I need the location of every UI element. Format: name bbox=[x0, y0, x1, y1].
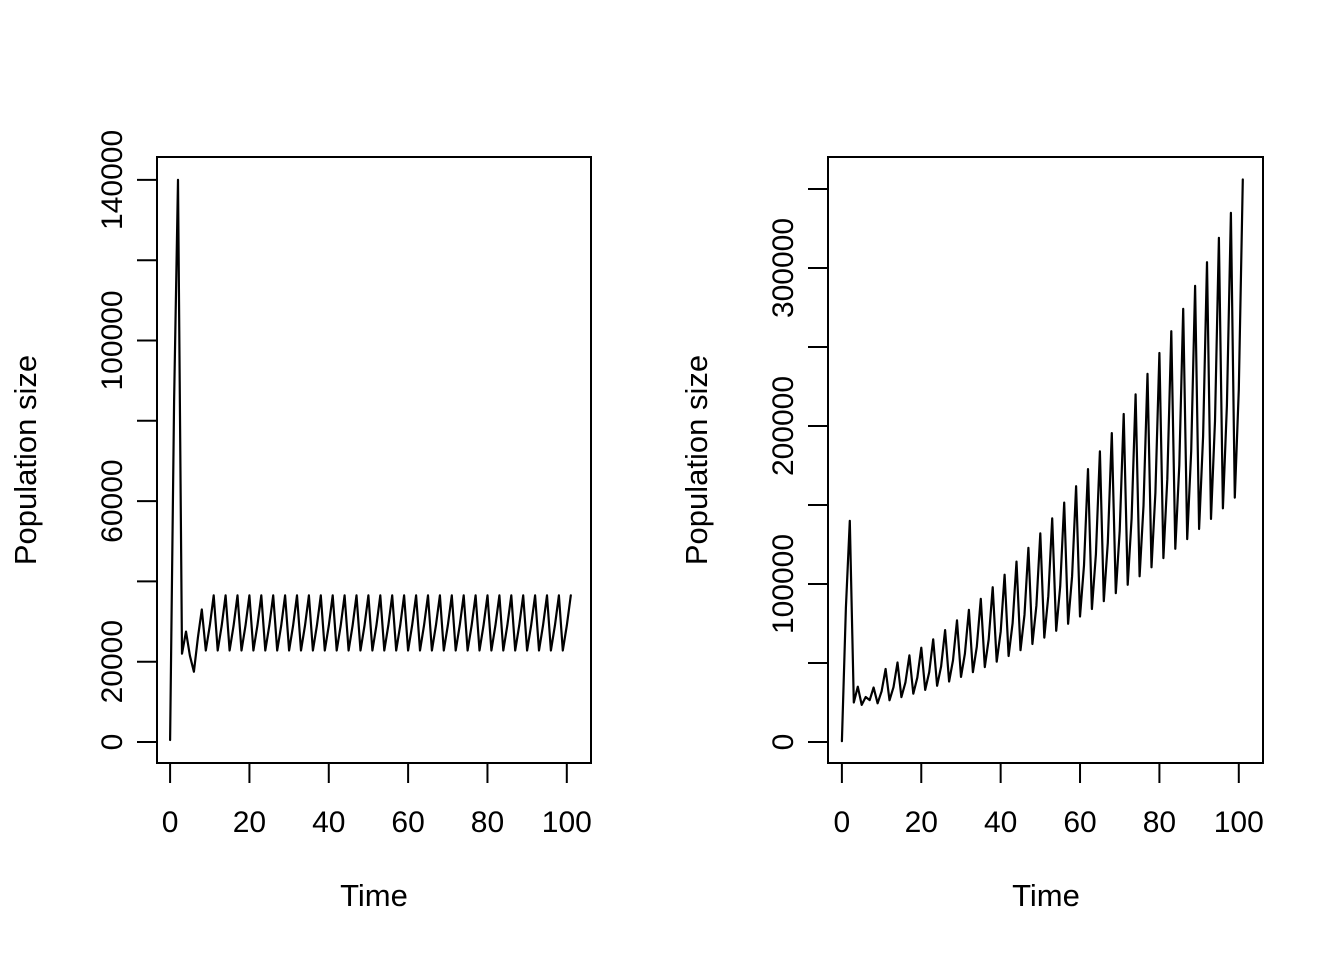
y-tick-label: 140000 bbox=[96, 130, 129, 230]
right-plot: 0 20 40 60 80 100 0 100000 200000 300000 bbox=[767, 156, 1264, 839]
left-y-axis-title: Population size bbox=[8, 355, 43, 565]
x-tick-label: 80 bbox=[471, 806, 504, 839]
x-tick-label: 40 bbox=[984, 806, 1017, 839]
x-tick-label: 20 bbox=[233, 806, 266, 839]
y-tick-label: 300000 bbox=[767, 218, 800, 318]
x-tick-label: 0 bbox=[834, 806, 851, 839]
left-x-axis-title: Time bbox=[340, 878, 408, 913]
population-series-line bbox=[169, 178, 572, 742]
plot-box bbox=[156, 156, 592, 764]
y-tick-label: 60000 bbox=[96, 459, 129, 542]
x-tick-label: 100 bbox=[1214, 806, 1264, 839]
y-tick-label: 0 bbox=[96, 734, 129, 751]
y-tick-label: 0 bbox=[767, 734, 800, 751]
y-tick-label: 20000 bbox=[96, 620, 129, 703]
x-tick-label: 60 bbox=[391, 806, 424, 839]
x-tick-label: 0 bbox=[162, 806, 179, 839]
plot-box bbox=[827, 156, 1264, 764]
y-tick-label: 100000 bbox=[96, 290, 129, 390]
right-y-axis-title: Population size bbox=[679, 355, 714, 565]
x-tick-label: 100 bbox=[542, 806, 592, 839]
x-tick-label: 20 bbox=[905, 806, 938, 839]
x-tick-label: 40 bbox=[312, 806, 345, 839]
x-tick-label: 60 bbox=[1063, 806, 1096, 839]
left-plot: 0 20 40 60 80 100 0 20000 60000 100000 140000 bbox=[96, 130, 592, 839]
population-series-line bbox=[840, 178, 1244, 743]
y-tick-label: 200000 bbox=[767, 376, 800, 476]
y-tick-label: 100000 bbox=[767, 534, 800, 634]
right-x-axis-title: Time bbox=[1012, 878, 1080, 913]
x-tick-label: 80 bbox=[1143, 806, 1176, 839]
